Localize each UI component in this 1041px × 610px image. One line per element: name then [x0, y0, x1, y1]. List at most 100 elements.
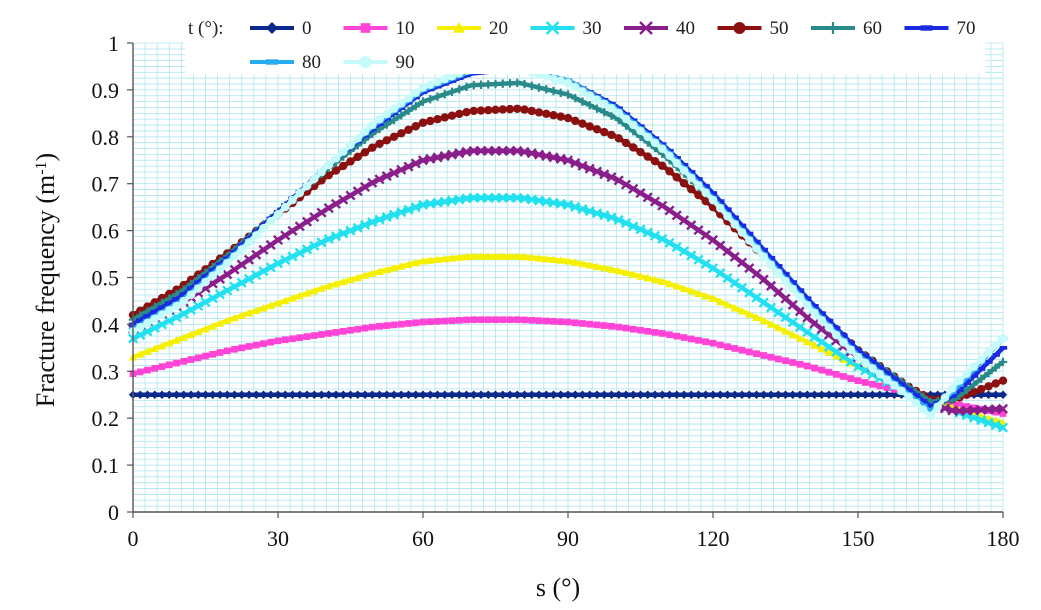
data-point [216, 349, 224, 356]
data-point [151, 365, 159, 372]
data-point [469, 106, 478, 116]
grid [132, 42, 1004, 513]
data-point [201, 277, 210, 287]
data-point [194, 280, 203, 285]
data-point [794, 322, 806, 333]
data-point [759, 390, 768, 399]
data-point [708, 294, 718, 302]
data-point [150, 390, 159, 399]
data-point [426, 256, 435, 264]
data-point [585, 261, 594, 269]
data-point [317, 390, 326, 399]
data-point [346, 390, 355, 399]
data-point [724, 343, 731, 351]
data-point [165, 306, 174, 315]
data-point [381, 212, 392, 223]
data-point [360, 127, 370, 136]
data-point [577, 160, 588, 171]
data-point [404, 260, 413, 268]
data-point [260, 340, 267, 347]
data-point [201, 390, 210, 399]
data-point [875, 365, 884, 369]
data-point [809, 332, 820, 343]
data-point [578, 97, 587, 106]
data-point [672, 158, 681, 168]
data-point [940, 393, 950, 402]
data-point [729, 277, 740, 288]
data-point [788, 280, 797, 284]
data-point [439, 150, 450, 162]
data-point [745, 348, 753, 356]
data-point [839, 338, 848, 347]
data-point [389, 104, 399, 113]
data-point [252, 306, 261, 315]
data-point [716, 390, 725, 399]
data-point [614, 134, 623, 143]
data-point [527, 253, 536, 261]
data-point [853, 353, 863, 362]
data-point [410, 202, 421, 213]
data-point [758, 297, 769, 308]
data-point [556, 88, 565, 98]
data-point [955, 376, 964, 385]
data-point [723, 390, 732, 399]
data-point [613, 175, 624, 186]
data-point [179, 296, 188, 306]
data-point [599, 169, 610, 180]
data-point [157, 305, 167, 310]
x-tick-label: 60 [412, 526, 434, 551]
data-point [687, 287, 696, 295]
data-point [840, 373, 847, 380]
data-point [323, 233, 334, 245]
data-point [672, 282, 681, 290]
data-point [165, 301, 174, 306]
data-point [550, 317, 557, 325]
data-point [318, 331, 325, 338]
data-point [389, 263, 399, 272]
data-point [382, 390, 391, 399]
data-point [433, 115, 442, 124]
data-point [396, 164, 407, 175]
data-point [375, 115, 384, 124]
data-point [549, 255, 558, 264]
data-point [171, 312, 182, 323]
legend-item-90: 90 [343, 52, 415, 73]
data-point [303, 333, 311, 340]
data-point [136, 368, 144, 376]
data-point [693, 254, 704, 265]
data-point [484, 252, 493, 260]
data-point [852, 361, 864, 372]
legend-item-80: 80 [250, 52, 321, 73]
data-point [440, 74, 449, 84]
data-point [774, 264, 783, 268]
data-point [331, 166, 341, 175]
data-point [680, 334, 688, 341]
data-point [375, 267, 384, 275]
data-point [194, 354, 202, 362]
legend-marker [920, 25, 933, 31]
data-point [462, 390, 471, 399]
data-point [346, 157, 355, 166]
data-point [368, 269, 377, 277]
data-point [854, 377, 862, 385]
data-point [752, 313, 761, 321]
data-point [338, 194, 349, 205]
data-point [281, 202, 290, 212]
data-point [591, 166, 603, 177]
data-point [455, 390, 464, 399]
data-point [193, 300, 204, 312]
legend-marker [733, 22, 746, 34]
data-point [817, 316, 826, 325]
legend-item-10: 10 [343, 18, 415, 39]
data-point [360, 271, 370, 279]
data-point [673, 332, 681, 340]
data-point [376, 322, 383, 330]
data-point [244, 238, 254, 247]
data-point [644, 327, 652, 335]
data-point [273, 299, 283, 307]
data-point [861, 358, 870, 368]
data-point [417, 155, 429, 166]
data-point [556, 112, 565, 121]
data-point [745, 236, 754, 245]
